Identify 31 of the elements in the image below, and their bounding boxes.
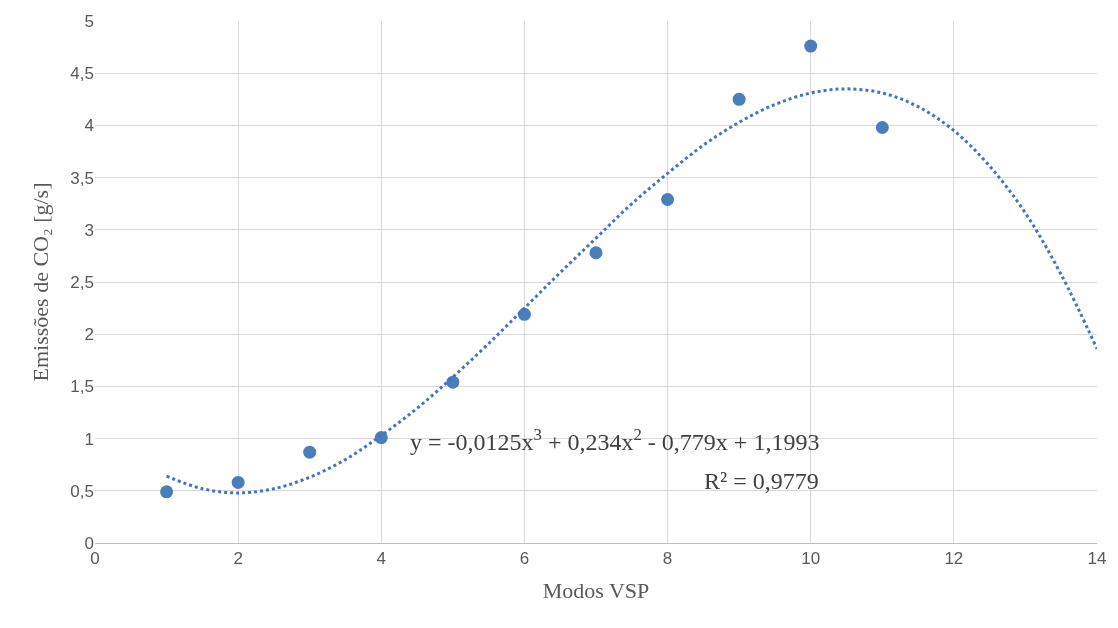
y-tick-label: 4,5 bbox=[70, 64, 94, 84]
x-tick-label: 2 bbox=[233, 549, 243, 569]
x-tick-label: 8 bbox=[662, 549, 673, 569]
y-tick-label: 2 bbox=[84, 325, 94, 345]
y-tick-label: 1,5 bbox=[70, 377, 94, 397]
x-tick-label: 10 bbox=[801, 549, 821, 569]
x-tick-label: 14 bbox=[1087, 549, 1107, 569]
point bbox=[231, 475, 245, 489]
annotation: R² = 0,9779 bbox=[704, 468, 819, 494]
point bbox=[303, 445, 317, 459]
y-tick-label: 3 bbox=[84, 220, 94, 240]
x-tick-label: 4 bbox=[376, 549, 387, 569]
y-tick-label: 0 bbox=[84, 533, 94, 553]
point bbox=[661, 193, 675, 207]
y-axis-title: Emissões de CO₂ [g/s] bbox=[28, 182, 54, 382]
y-tick-label: 0,5 bbox=[70, 481, 94, 501]
point bbox=[589, 246, 603, 260]
y-tick-label: 2,5 bbox=[70, 272, 94, 292]
x-axis-title: Modos VSP bbox=[542, 578, 650, 604]
line-series bbox=[165, 87, 1097, 495]
point bbox=[732, 92, 746, 106]
x-tick-label: 6 bbox=[519, 549, 530, 569]
annotation: y = -0,0125x$^{3}$ + 0,234x$^{2}$ - 0,779x + 1,1993 bbox=[410, 425, 820, 456]
point bbox=[160, 485, 174, 499]
x-tick-label: 12 bbox=[944, 549, 964, 569]
y-tick-label: 4 bbox=[84, 116, 94, 136]
point bbox=[804, 39, 818, 53]
y-tick-label: 3,5 bbox=[70, 168, 94, 188]
y-tick-label: 1 bbox=[84, 429, 94, 449]
point bbox=[875, 120, 889, 134]
y-tick-label: 5 bbox=[84, 11, 94, 31]
